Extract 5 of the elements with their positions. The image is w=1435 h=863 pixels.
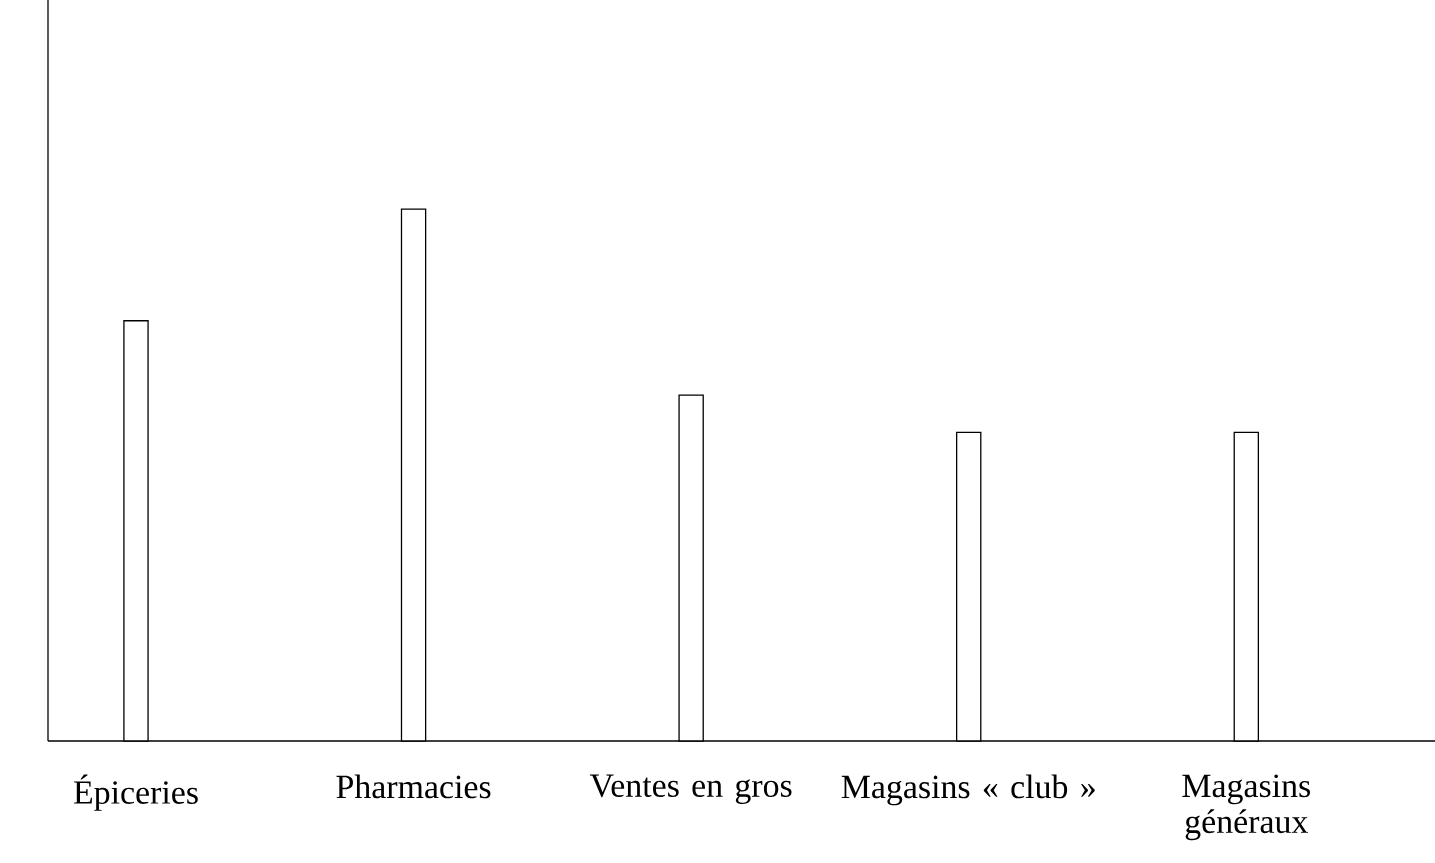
x-tick-label: Magasins généraux [1182,774,1310,841]
x-tick-label: Ventes en gros [589,774,792,805]
x-tick-label: Pharmacies [336,774,491,799]
x-tick-label: Épiceries [73,774,198,811]
x-tick-label: Magasins « club » [841,774,1095,806]
